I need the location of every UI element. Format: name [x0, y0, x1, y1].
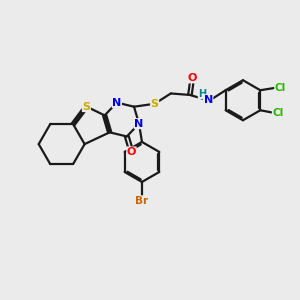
Text: N: N: [204, 95, 213, 105]
Text: O: O: [188, 73, 197, 83]
Text: Cl: Cl: [275, 83, 286, 93]
Text: H: H: [198, 89, 206, 99]
Text: O: O: [127, 147, 136, 157]
Text: N: N: [134, 119, 144, 129]
Text: S: S: [82, 102, 90, 112]
Text: Br: Br: [135, 196, 148, 206]
Text: S: S: [151, 99, 159, 109]
Text: Cl: Cl: [272, 108, 284, 118]
Text: N: N: [112, 98, 122, 108]
